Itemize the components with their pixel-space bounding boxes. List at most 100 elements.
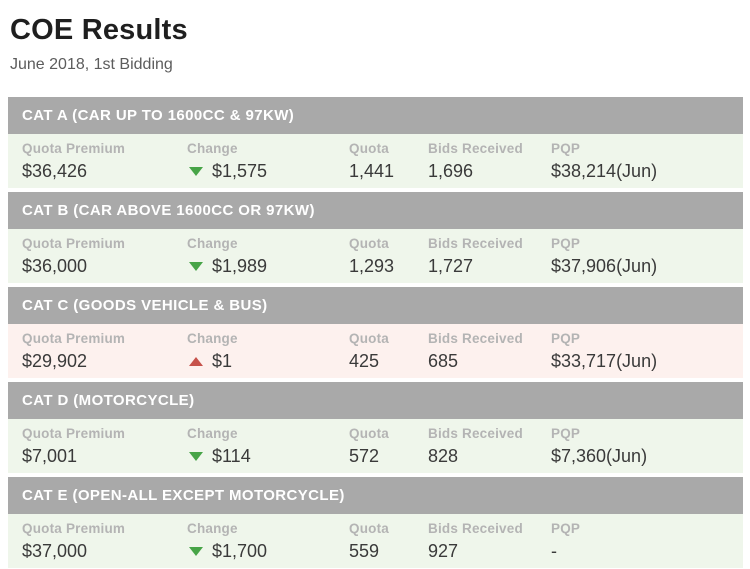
change-value-wrap: $1,989 bbox=[187, 256, 349, 277]
quota-premium-cell: Quota Premium $36,000 bbox=[22, 235, 187, 277]
quota-premium-cell: Quota Premium $36,426 bbox=[22, 140, 187, 182]
category-header-label: CAT D (MOTORCYCLE) bbox=[22, 392, 195, 409]
category-section: CAT C (GOODS VEHICLE & BUS) Quota Premiu… bbox=[8, 287, 743, 378]
pqp-label: PQP bbox=[551, 426, 581, 441]
bids-received-label: Bids Received bbox=[428, 426, 523, 441]
category-header-label: CAT B (CAR ABOVE 1600CC OR 97KW) bbox=[22, 202, 315, 219]
category-row: Quota Premium $36,000 Change $1,989 Quot… bbox=[8, 229, 743, 283]
page-header: COE Results June 2018, 1st Bidding bbox=[0, 0, 750, 74]
quota-value: 572 bbox=[349, 446, 380, 466]
pqp-cell: PQP $38,214(Jun) bbox=[551, 140, 743, 182]
pqp-value: $37,906(Jun) bbox=[551, 256, 658, 276]
change-value: $1,700 bbox=[212, 541, 268, 561]
bids-received-label: Bids Received bbox=[428, 236, 523, 251]
bids-received-value: 685 bbox=[428, 351, 459, 371]
pqp-value: $38,214(Jun) bbox=[551, 161, 658, 181]
quota-label: Quota bbox=[349, 236, 389, 251]
page-title: COE Results bbox=[10, 14, 188, 46]
arrow-down-icon bbox=[189, 262, 203, 271]
page-subtitle: June 2018, 1st Bidding bbox=[10, 56, 173, 73]
bids-received-label: Bids Received bbox=[428, 521, 523, 536]
quota-cell: Quota 1,441 bbox=[349, 140, 428, 182]
quota-premium-value: $37,000 bbox=[22, 541, 88, 561]
category-header: CAT E (OPEN-ALL EXCEPT MOTORCYCLE) bbox=[8, 477, 743, 514]
quota-value: 425 bbox=[349, 351, 380, 371]
category-section: CAT D (MOTORCYCLE) Quota Premium $7,001 … bbox=[8, 382, 743, 473]
change-cell: Change $1,989 bbox=[187, 235, 349, 277]
category-section: CAT E (OPEN-ALL EXCEPT MOTORCYCLE) Quota… bbox=[8, 477, 743, 568]
pqp-cell: PQP $33,717(Jun) bbox=[551, 330, 743, 372]
pqp-label: PQP bbox=[551, 141, 581, 156]
category-section: CAT B (CAR ABOVE 1600CC OR 97KW) Quota P… bbox=[8, 192, 743, 283]
change-value-wrap: $114 bbox=[187, 446, 349, 467]
bids-received-cell: Bids Received 1,696 bbox=[428, 140, 551, 182]
bids-received-cell: Bids Received 927 bbox=[428, 520, 551, 562]
category-row: Quota Premium $29,902 Change $1 Quota 42… bbox=[8, 324, 743, 378]
category-header-label: CAT A (CAR UP TO 1600CC & 97KW) bbox=[22, 107, 295, 124]
quota-premium-label: Quota Premium bbox=[22, 141, 126, 156]
change-value: $1,575 bbox=[212, 161, 268, 181]
bids-received-cell: Bids Received 1,727 bbox=[428, 235, 551, 277]
quota-label: Quota bbox=[349, 521, 389, 536]
quota-premium-value: $36,000 bbox=[22, 256, 88, 276]
quota-premium-label: Quota Premium bbox=[22, 331, 126, 346]
quota-premium-value: $36,426 bbox=[22, 161, 88, 181]
category-header: CAT D (MOTORCYCLE) bbox=[8, 382, 743, 419]
arrow-down-icon bbox=[189, 547, 203, 556]
arrow-down-icon bbox=[189, 452, 203, 461]
quota-premium-cell: Quota Premium $7,001 bbox=[22, 425, 187, 467]
quota-premium-label: Quota Premium bbox=[22, 236, 126, 251]
bids-received-label: Bids Received bbox=[428, 331, 523, 346]
change-label: Change bbox=[187, 141, 238, 156]
category-header-label: CAT E (OPEN-ALL EXCEPT MOTORCYCLE) bbox=[22, 487, 345, 504]
quota-premium-cell: Quota Premium $29,902 bbox=[22, 330, 187, 372]
change-value-wrap: $1 bbox=[187, 351, 349, 372]
pqp-label: PQP bbox=[551, 331, 581, 346]
quota-value: 1,441 bbox=[349, 161, 395, 181]
quota-value: 559 bbox=[349, 541, 380, 561]
quota-premium-value: $7,001 bbox=[22, 446, 78, 466]
pqp-value: $7,360(Jun) bbox=[551, 446, 648, 466]
category-header: CAT A (CAR UP TO 1600CC & 97KW) bbox=[8, 97, 743, 134]
change-value: $1 bbox=[212, 351, 233, 371]
category-header: CAT B (CAR ABOVE 1600CC OR 97KW) bbox=[8, 192, 743, 229]
bids-received-cell: Bids Received 828 bbox=[428, 425, 551, 467]
pqp-cell: PQP $7,360(Jun) bbox=[551, 425, 743, 467]
category-row: Quota Premium $7,001 Change $114 Quota 5… bbox=[8, 419, 743, 473]
categories: CAT A (CAR UP TO 1600CC & 97KW) Quota Pr… bbox=[8, 97, 743, 568]
bids-received-value: 828 bbox=[428, 446, 459, 466]
category-row: Quota Premium $37,000 Change $1,700 Quot… bbox=[8, 514, 743, 568]
pqp-label: PQP bbox=[551, 236, 581, 251]
quota-label: Quota bbox=[349, 331, 389, 346]
quota-premium-value: $29,902 bbox=[22, 351, 88, 371]
pqp-cell: PQP - bbox=[551, 520, 743, 562]
change-value: $1,989 bbox=[212, 256, 268, 276]
pqp-value: $33,717(Jun) bbox=[551, 351, 658, 371]
change-cell: Change $1 bbox=[187, 330, 349, 372]
arrow-down-icon bbox=[189, 167, 203, 176]
change-cell: Change $1,700 bbox=[187, 520, 349, 562]
category-row: Quota Premium $36,426 Change $1,575 Quot… bbox=[8, 134, 743, 188]
quota-value: 1,293 bbox=[349, 256, 395, 276]
change-cell: Change $114 bbox=[187, 425, 349, 467]
change-label: Change bbox=[187, 521, 238, 536]
pqp-cell: PQP $37,906(Jun) bbox=[551, 235, 743, 277]
change-value-wrap: $1,700 bbox=[187, 541, 349, 562]
category-header: CAT C (GOODS VEHICLE & BUS) bbox=[8, 287, 743, 324]
quota-label: Quota bbox=[349, 426, 389, 441]
arrow-up-icon bbox=[189, 357, 203, 366]
pqp-value: - bbox=[551, 541, 557, 561]
quota-premium-label: Quota Premium bbox=[22, 426, 126, 441]
bids-received-value: 927 bbox=[428, 541, 459, 561]
change-value-wrap: $1,575 bbox=[187, 161, 349, 182]
category-header-label: CAT C (GOODS VEHICLE & BUS) bbox=[22, 297, 268, 314]
quota-premium-cell: Quota Premium $37,000 bbox=[22, 520, 187, 562]
change-label: Change bbox=[187, 426, 238, 441]
quota-cell: Quota 572 bbox=[349, 425, 428, 467]
change-label: Change bbox=[187, 236, 238, 251]
change-label: Change bbox=[187, 331, 238, 346]
change-value: $114 bbox=[212, 446, 251, 466]
bids-received-value: 1,727 bbox=[428, 256, 474, 276]
pqp-label: PQP bbox=[551, 521, 581, 536]
